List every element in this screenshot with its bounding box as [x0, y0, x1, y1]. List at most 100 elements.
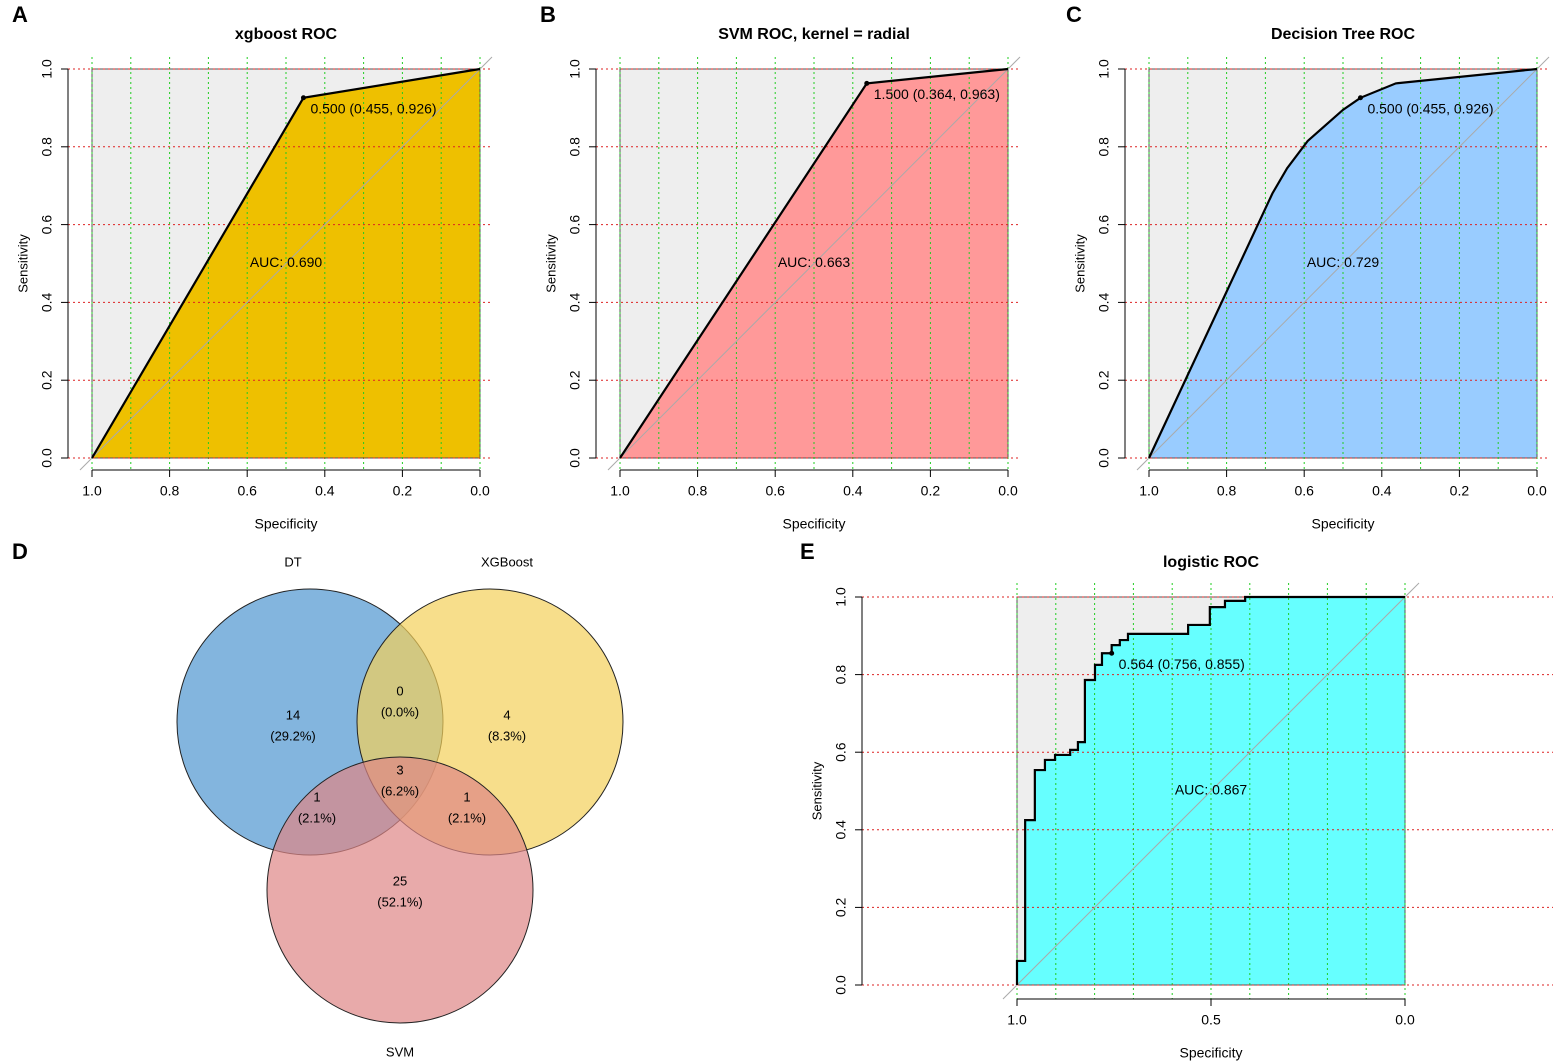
- y-tick-label: 0.4: [39, 292, 55, 312]
- y-tick-label: 0.8: [833, 665, 849, 685]
- y-tick-label: 0.4: [567, 292, 583, 312]
- x-tick-label: 0.8: [688, 483, 708, 499]
- x-tick-label: 0.6: [765, 483, 785, 499]
- diagonal: [79, 56, 493, 471]
- y-tick-label: 0.2: [833, 897, 849, 917]
- venn-set: [266, 756, 534, 1024]
- x-tick-label: 0.2: [921, 483, 941, 499]
- x-tick-label: 0.4: [843, 483, 863, 499]
- y-tick-label: 0.4: [833, 820, 849, 840]
- roc-curve: [1148, 67, 1538, 459]
- y-tick-label: 1.0: [567, 59, 583, 79]
- region-percent: (6.2%): [381, 783, 419, 798]
- region-percent: (0.0%): [381, 704, 419, 719]
- auc-label: AUC: 0.663: [778, 254, 851, 270]
- x-tick-label: 0.2: [1450, 483, 1470, 499]
- set-label: SVM: [386, 1044, 414, 1059]
- diagonal: [607, 56, 1021, 471]
- x-tick-label: 0.0: [1395, 1012, 1415, 1028]
- threshold-point: [300, 95, 306, 101]
- set-label: DT: [284, 554, 301, 569]
- region-percent: (2.1%): [298, 810, 336, 825]
- x-axis-label: Specificity: [1179, 1045, 1242, 1061]
- auc-label: AUC: 0.867: [1175, 782, 1248, 798]
- x-tick-label: 0.8: [160, 483, 180, 499]
- panel-letter: C: [1066, 2, 1082, 27]
- diagonal: [1136, 56, 1550, 471]
- panel-letter: D: [12, 539, 28, 564]
- y-axis-label: Sensitivity: [15, 234, 30, 293]
- threshold-point: [1109, 650, 1115, 656]
- region-count: 4: [503, 707, 510, 722]
- y-tick-label: 0.0: [567, 448, 583, 468]
- x-tick-label: 0.0: [470, 483, 490, 499]
- threshold-point: [1357, 95, 1363, 101]
- region-count: 25: [393, 873, 407, 888]
- auc-label: AUC: 0.729: [1307, 254, 1380, 270]
- x-tick-label: 0.6: [1294, 483, 1314, 499]
- set-label: XGBoost: [481, 554, 533, 569]
- chart-title: logistic ROC: [1163, 554, 1259, 571]
- region-count: 1: [313, 789, 320, 804]
- y-tick-label: 0.6: [833, 742, 849, 762]
- threshold-point: [864, 80, 870, 86]
- y-tick-label: 0.2: [39, 370, 55, 390]
- threshold-label: 0.500 (0.455, 0.926): [310, 100, 436, 116]
- x-tick-label: 1.0: [82, 483, 102, 499]
- region-count: 1: [463, 789, 470, 804]
- chart-title: xgboost ROC: [235, 26, 338, 43]
- threshold-label: 1.500 (0.364, 0.963): [874, 86, 1000, 102]
- chart-title: Decision Tree ROC: [1271, 26, 1415, 43]
- y-tick-label: 0.4: [1096, 292, 1112, 312]
- region-percent: (2.1%): [448, 810, 486, 825]
- y-axis-label: Sensitivity: [1072, 234, 1087, 293]
- x-axis-label: Specificity: [1311, 516, 1374, 532]
- region-percent: (52.1%): [377, 894, 423, 909]
- y-tick-label: 0.2: [567, 370, 583, 390]
- x-axis-label: Specificity: [254, 516, 317, 532]
- threshold-label: 0.500 (0.455, 0.926): [1367, 100, 1493, 116]
- y-tick-label: 0.2: [1096, 370, 1112, 390]
- chart-title: SVM ROC, kernel = radial: [718, 26, 910, 43]
- y-tick-label: 0.8: [1096, 137, 1112, 157]
- panel-letter: B: [540, 2, 556, 27]
- x-tick-label: 0.4: [1372, 483, 1392, 499]
- y-tick-label: 1.0: [39, 59, 55, 79]
- y-axis-label: Sensitivity: [809, 761, 824, 820]
- y-tick-label: 0.0: [1096, 448, 1112, 468]
- y-tick-label: 1.0: [833, 587, 849, 607]
- y-tick-label: 0.0: [833, 975, 849, 995]
- y-tick-label: 0.6: [1096, 215, 1112, 235]
- x-tick-label: 1.0: [1139, 483, 1159, 499]
- y-tick-label: 0.6: [567, 215, 583, 235]
- x-tick-label: 0.0: [1527, 483, 1547, 499]
- y-tick-label: 0.8: [567, 137, 583, 157]
- x-axis-label: Specificity: [782, 516, 845, 532]
- y-axis-label: Sensitivity: [543, 234, 558, 293]
- region-count: 14: [286, 707, 300, 722]
- x-tick-label: 1.0: [610, 483, 630, 499]
- y-tick-label: 0.6: [39, 215, 55, 235]
- x-tick-label: 0.0: [998, 483, 1018, 499]
- auc-label: AUC: 0.690: [250, 254, 323, 270]
- x-tick-label: 0.6: [237, 483, 257, 499]
- x-tick-label: 0.5: [1201, 1012, 1221, 1028]
- roc-curve: [1015, 595, 1405, 985]
- x-tick-label: 0.4: [315, 483, 335, 499]
- x-tick-label: 1.0: [1007, 1012, 1027, 1028]
- region-percent: (8.3%): [488, 728, 526, 743]
- region-count: 3: [396, 762, 403, 777]
- panel-letter: A: [12, 2, 28, 27]
- region-count: 0: [396, 683, 403, 698]
- panel-letter: E: [800, 539, 815, 564]
- y-tick-label: 0.8: [39, 137, 55, 157]
- threshold-label: 0.564 (0.756, 0.855): [1119, 656, 1245, 672]
- x-tick-label: 0.2: [393, 483, 413, 499]
- y-tick-label: 1.0: [1096, 59, 1112, 79]
- x-tick-label: 0.8: [1217, 483, 1237, 499]
- y-tick-label: 0.0: [39, 448, 55, 468]
- diagonal: [1002, 582, 1420, 1000]
- region-percent: (29.2%): [270, 728, 316, 743]
